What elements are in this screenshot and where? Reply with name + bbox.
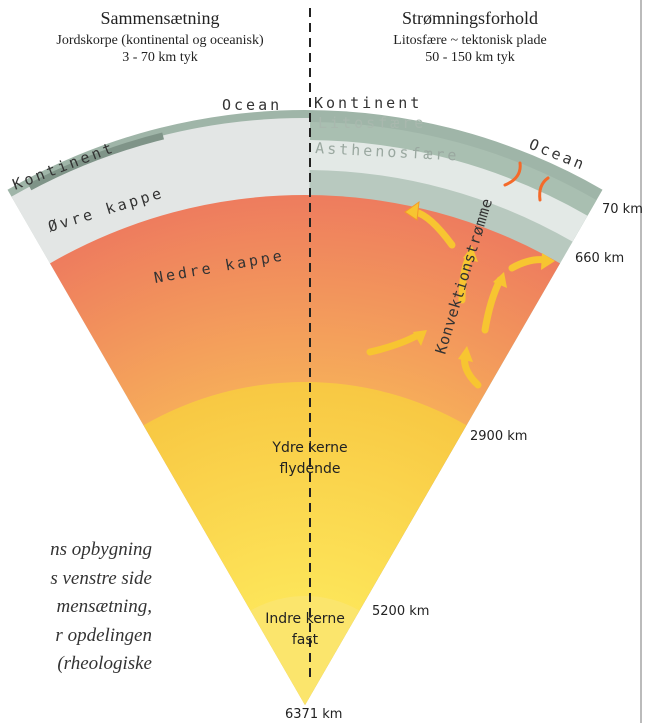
caption-line: s venstre side	[50, 568, 152, 589]
label: Litosfære	[318, 114, 426, 132]
label: Indre kerne	[265, 611, 345, 627]
label: flydende	[280, 461, 341, 477]
depth-label: 6371 km	[285, 707, 342, 722]
depth-label: 660 km	[575, 251, 624, 266]
label: Ydre kerne	[271, 440, 347, 456]
depth-label: 2900 km	[470, 429, 527, 444]
right-sub: 50 - 150 km tyk	[425, 50, 514, 65]
caption-line: r opdelingen	[55, 625, 152, 646]
right-sub: Litosfære ~ tektonisk plade	[393, 33, 546, 48]
depth-label: 70 km	[602, 202, 643, 217]
depth-label: 5200 km	[372, 604, 429, 619]
label: Kontinent	[314, 94, 422, 112]
label: Ocean	[222, 96, 282, 114]
left-title: Sammensætning	[100, 8, 219, 28]
caption-line: ns opbygning	[50, 539, 152, 560]
right-title: Strømningsforhold	[402, 8, 538, 28]
earth-diagram: Sammensætning Jordskorpe (kontinental og…	[0, 0, 650, 723]
caption-line: mensætning,	[56, 596, 152, 617]
label: fast	[292, 632, 319, 648]
caption-line: (rheologiske	[57, 653, 152, 674]
left-sub: Jordskorpe (kontinental og oceanisk)	[56, 33, 264, 48]
left-sub: 3 - 70 km tyk	[122, 50, 197, 65]
